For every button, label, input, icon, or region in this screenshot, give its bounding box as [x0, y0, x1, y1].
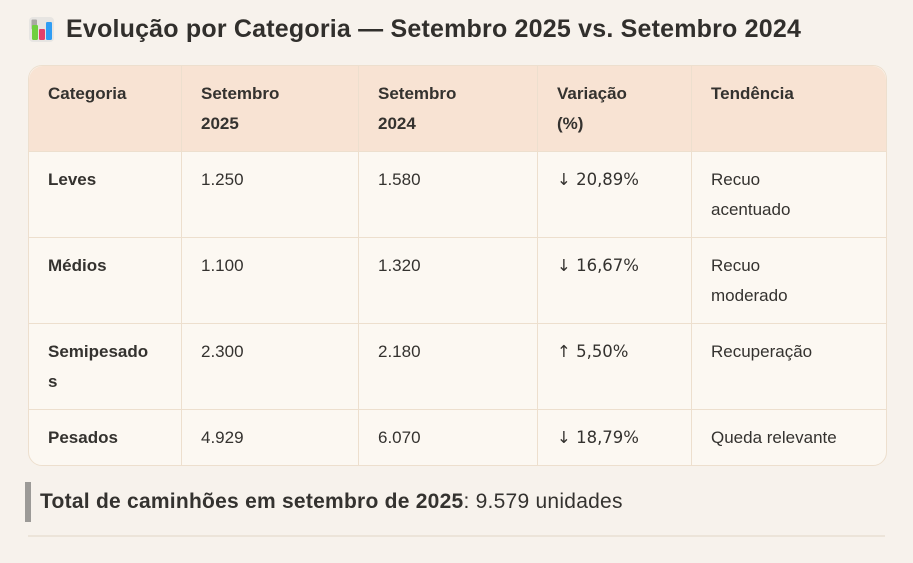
cell-setembro-2024: 2.180: [359, 324, 538, 410]
cell-setembro-2025: 1.100: [182, 238, 359, 324]
cell-tendencia: Recuperação: [692, 324, 886, 410]
cell-categoria: Semipesados: [29, 324, 182, 410]
col-header-setembro-2025: Setembro 2025: [182, 66, 359, 152]
cell-setembro-2024: 1.320: [359, 238, 538, 324]
col-header-variacao: Variação (%): [538, 66, 692, 152]
cell-setembro-2025: 2.300: [182, 324, 359, 410]
cell-categoria: Pesados: [29, 410, 182, 465]
cell-variacao: ↓ 20,89%: [538, 152, 692, 238]
total-value: : 9.579 unidades: [463, 490, 623, 513]
table-row-medios: Médios 1.100 1.320 ↓ 16,67% Recuo modera…: [29, 238, 886, 324]
table-header-row: Categoria Setembro 2025 Setembro 2024 Va…: [29, 66, 886, 152]
cell-setembro-2025: 4.929: [182, 410, 359, 465]
page-title-row: Evolução por Categoria — Setembro 2025 v…: [28, 15, 885, 44]
total-label: Total de caminhões em setembro de 2025: [40, 490, 464, 513]
cell-variacao: ↑ 5,50%: [538, 324, 692, 410]
cell-categoria: Médios: [29, 238, 182, 324]
cell-variacao: ↓ 18,79%: [538, 410, 692, 465]
col-header-categoria: Categoria: [29, 66, 182, 152]
page-title: Evolução por Categoria — Setembro 2025 v…: [66, 15, 802, 43]
cell-tendencia: Queda relevante: [711, 428, 837, 447]
table-row-pesados: Pesados 4.929 6.070 ↓ 18,79% Queda relev…: [29, 410, 886, 465]
category-table: Categoria Setembro 2025 Setembro 2024 Va…: [28, 65, 887, 466]
bar-chart-icon: [29, 17, 54, 42]
col-header-tendencia: Tendência: [692, 66, 886, 152]
cell-variacao: ↓ 16,67%: [538, 238, 692, 324]
table-row-leves: Leves 1.250 1.580 ↓ 20,89% Recuo acentua…: [29, 152, 886, 238]
cell-setembro-2025: 1.250: [182, 152, 359, 238]
cell-categoria: Leves: [29, 152, 182, 238]
col-header-setembro-2024: Setembro 2024: [359, 66, 538, 152]
cell-setembro-2024: 1.580: [359, 152, 538, 238]
cell-tendencia: Recuo acentuado: [692, 152, 886, 238]
cell-tendencia: Recuo moderado: [692, 238, 886, 324]
page: Evolução por Categoria — Setembro 2025 v…: [25, 15, 887, 537]
total-blockquote: Total de caminhões em setembro de 2025: …: [25, 482, 885, 522]
bottom-divider: [28, 535, 885, 537]
cell-setembro-2024: 6.070: [359, 410, 538, 465]
table-row-semipesados: Semipesados 2.300 2.180 ↑ 5,50% Recupera…: [29, 324, 886, 410]
